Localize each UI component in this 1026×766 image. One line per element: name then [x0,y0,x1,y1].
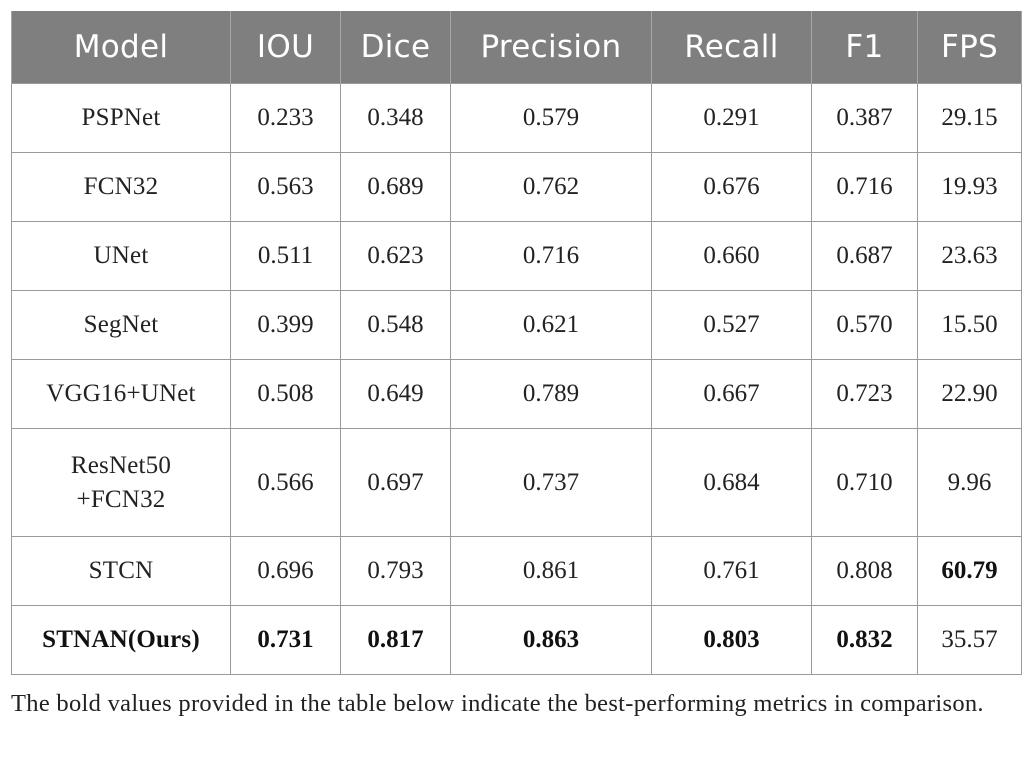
cell-dice: 0.793 [340,536,451,606]
cell-recall: 0.684 [651,428,812,537]
cell-fps: 9.96 [917,428,1022,537]
cell-model: SegNet [11,290,231,360]
header-row: Model IOU Dice Precision Recall F1 FPS [11,11,1022,84]
cell-model-line1: ResNet50 [70,451,172,479]
cell-model-line2: +FCN32 [76,485,166,513]
cell-fps: 22.90 [917,359,1022,429]
cell-f1: 0.716 [811,152,918,222]
cell-recall: 0.761 [651,536,812,606]
cell-iou: 0.233 [230,83,341,153]
cell-iou: 0.696 [230,536,341,606]
cell-f1: 0.570 [811,290,918,360]
cell-fps: 35.57 [917,605,1022,675]
cell-iou: 0.508 [230,359,341,429]
cell-recall: 0.660 [651,221,812,291]
table-row: UNet 0.511 0.623 0.716 0.660 0.687 23.63 [11,221,1022,291]
header-iou: IOU [230,11,341,84]
results-table-container: Model IOU Dice Precision Recall F1 FPS P… [11,11,1022,675]
cell-model: FCN32 [11,152,231,222]
header-precision: Precision [450,11,652,84]
cell-recall: 0.291 [651,83,812,153]
cell-dice: 0.548 [340,290,451,360]
cell-model: PSPNet [11,83,231,153]
header-f1: F1 [811,11,918,84]
cell-dice: 0.649 [340,359,451,429]
cell-precision: 0.716 [450,221,652,291]
cell-f1: 0.808 [811,536,918,606]
header-recall: Recall [651,11,812,84]
cell-f1: 0.710 [811,428,918,537]
header-model: Model [11,11,231,84]
cell-precision: 0.621 [450,290,652,360]
cell-fps-best: 60.79 [917,536,1022,606]
cell-precision: 0.762 [450,152,652,222]
cell-model: ResNet50 +FCN32 [11,428,231,537]
cell-model: STCN [11,536,231,606]
cell-recall-best: 0.803 [651,605,812,675]
cell-f1: 0.723 [811,359,918,429]
cell-dice: 0.348 [340,83,451,153]
cell-model: UNet [11,221,231,291]
cell-model: VGG16+UNet [11,359,231,429]
table-row: ResNet50 +FCN32 0.566 0.697 0.737 0.684 0… [11,428,1022,537]
cell-precision-best: 0.863 [450,605,652,675]
table-row: STNAN(Ours) 0.731 0.817 0.863 0.803 0.83… [11,605,1022,675]
cell-precision: 0.861 [450,536,652,606]
cell-iou-best: 0.731 [230,605,341,675]
cell-iou: 0.511 [230,221,341,291]
cell-precision: 0.579 [450,83,652,153]
table-row: PSPNet 0.233 0.348 0.579 0.291 0.387 29.… [11,83,1022,153]
cell-iou: 0.399 [230,290,341,360]
table-row: SegNet 0.399 0.548 0.621 0.527 0.570 15.… [11,290,1022,360]
results-table: Model IOU Dice Precision Recall F1 FPS P… [11,11,1022,675]
table-row: VGG16+UNet 0.508 0.649 0.789 0.667 0.723… [11,359,1022,429]
cell-f1-best: 0.832 [811,605,918,675]
cell-precision: 0.737 [450,428,652,537]
header-fps: FPS [917,11,1022,84]
header-dice: Dice [340,11,451,84]
cell-iou: 0.566 [230,428,341,537]
cell-f1: 0.687 [811,221,918,291]
cell-dice: 0.689 [340,152,451,222]
cell-fps: 15.50 [917,290,1022,360]
cell-dice: 0.623 [340,221,451,291]
cell-recall: 0.676 [651,152,812,222]
table-footnote: The bold values provided in the table be… [11,690,984,717]
cell-fps: 23.63 [917,221,1022,291]
cell-model-ours: STNAN(Ours) [11,605,231,675]
cell-recall: 0.527 [651,290,812,360]
cell-precision: 0.789 [450,359,652,429]
cell-iou: 0.563 [230,152,341,222]
cell-dice-best: 0.817 [340,605,451,675]
cell-fps: 29.15 [917,83,1022,153]
cell-fps: 19.93 [917,152,1022,222]
cell-recall: 0.667 [651,359,812,429]
cell-f1: 0.387 [811,83,918,153]
cell-dice: 0.697 [340,428,451,537]
table-row: FCN32 0.563 0.689 0.762 0.676 0.716 19.9… [11,152,1022,222]
table-row: STCN 0.696 0.793 0.861 0.761 0.808 60.79 [11,536,1022,606]
